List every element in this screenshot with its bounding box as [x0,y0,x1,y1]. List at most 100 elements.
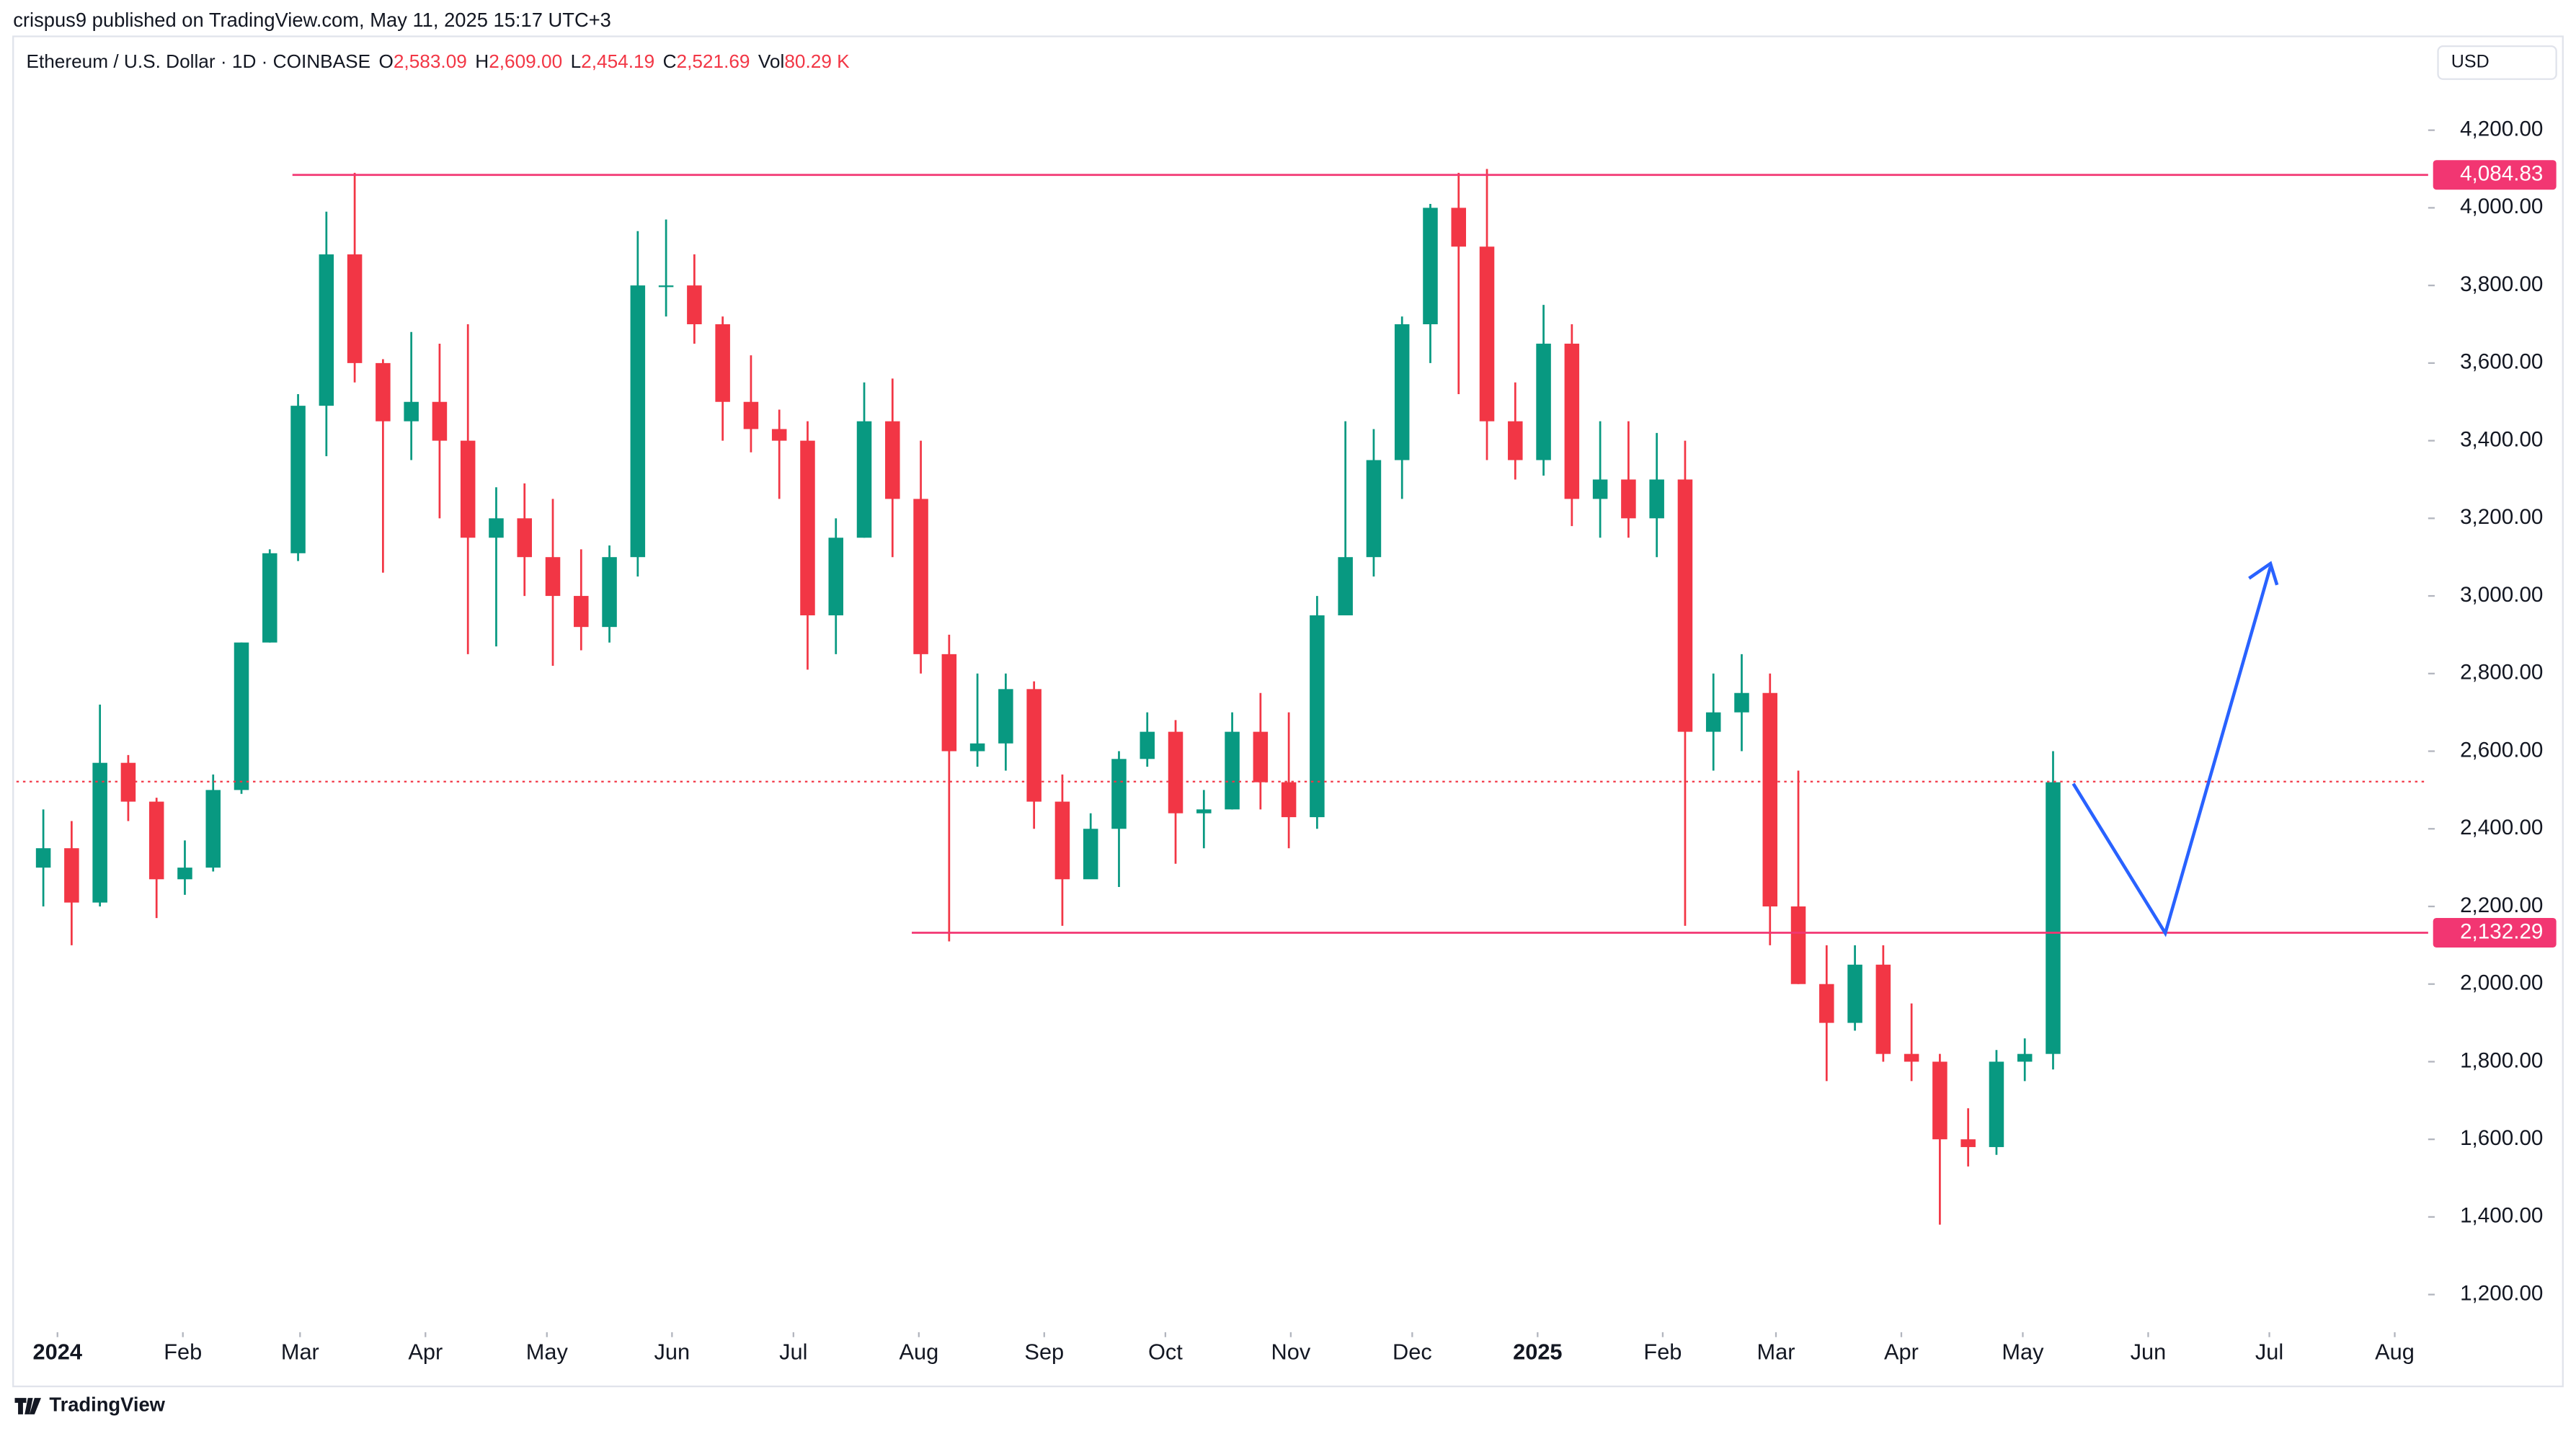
x-tick-label: Nov [1271,1339,1311,1365]
currency[interactable]: USD [2451,52,2490,72]
x-tick-label: Apr [408,1339,443,1365]
candle-body [432,401,448,441]
candle-body [800,440,815,615]
legend-value: 2,521.69 [677,50,750,72]
x-tick-label: Apr [1884,1339,1919,1365]
candle-body [1564,343,1580,499]
candle-body [1366,460,1382,558]
candle-body [1479,246,1495,422]
y-tick-label: 4,200.00 [2460,117,2543,141]
candle-body [1310,615,1325,818]
y-tick-label: 2,000.00 [2460,971,2543,995]
y-tick-label: 1,400.00 [2460,1204,2543,1228]
candle-body [602,557,617,628]
candle-body [2017,1053,2033,1062]
y-tick-label: 3,200.00 [2460,505,2543,529]
candle-body [205,790,221,868]
candle-body [347,254,363,363]
candle-body [177,868,192,880]
candle-body [1932,1061,1947,1140]
candle-body [1592,479,1608,499]
candle-body [1875,964,1891,1054]
legend-key: Vol [758,50,784,72]
x-tick-label: Jun [2131,1339,2167,1365]
brand-logo [14,1398,41,1414]
candle-body [743,401,759,429]
candle-body [1451,208,1467,247]
y-tick-label: 3,800.00 [2460,272,2543,296]
y-tick-label: 1,200.00 [2460,1281,2543,1305]
x-tick-label: 2025 [1513,1339,1562,1365]
candle-body [856,421,872,538]
candle-body [1083,829,1098,880]
candle-body [1168,731,1183,813]
x-tick-label: Feb [1643,1339,1682,1365]
candle-body [1536,343,1551,460]
candle-body [913,499,928,654]
candle-body [234,642,249,790]
legend-value: 2,609.00 [489,50,562,72]
brand: TradingView [14,1394,166,1416]
candle-body [1508,421,1523,460]
candle-body [319,254,334,406]
candle-body [64,848,79,903]
y-tick-label: 3,600.00 [2460,350,2543,374]
x-tick-label: May [526,1339,569,1365]
y-tick-label: 3,400.00 [2460,427,2543,451]
candle-body [715,324,730,402]
x-tick-label: Oct [1148,1339,1183,1365]
candle-body [262,553,277,643]
x-tick-label: Jun [654,1339,690,1365]
candle-body [148,801,164,880]
candle-body [998,689,1013,744]
candle-body [1734,692,1749,713]
candle-body [1705,712,1721,732]
candle-body [1847,964,1862,1023]
x-tick-label: 2024 [33,1339,82,1365]
candle-body [35,848,51,868]
candle-body [1819,984,1834,1023]
candle-body [1649,479,1664,519]
y-tick-label: 2,800.00 [2460,661,2543,685]
y-tick-label: 2,400.00 [2460,816,2543,839]
y-tick-label: 2,200.00 [2460,893,2543,917]
candle-body [517,518,533,558]
legend-key: L [571,50,582,72]
candle-body [1196,809,1212,813]
candle-body [92,762,107,903]
candle-body [1394,324,1410,460]
candle-body [489,518,504,538]
candle-body [404,401,419,422]
candle-body [1904,1053,1919,1062]
y-tick-label: 1,600.00 [2460,1126,2543,1150]
legend-value: 2,454.19 [581,50,654,72]
x-tick-label: Aug [899,1339,938,1365]
candle-body [1253,731,1269,783]
legend-key: O [378,50,393,72]
x-tick-label: Sep [1024,1339,1064,1365]
candle-body [969,743,985,752]
candle-body [1621,479,1636,519]
candle-body [1960,1139,1976,1147]
legend-key: C [663,50,677,72]
legend-value: 2,583.09 [394,50,467,72]
level-label: 2,132.29 [2460,919,2543,943]
candle-body [658,285,674,287]
candle-body [574,596,589,628]
x-tick-label: Dec [1393,1339,1432,1365]
y-tick-label: 2,600.00 [2460,738,2543,762]
currency-box[interactable] [2437,45,2557,80]
candle-body [1281,782,1297,818]
legend-value: 80.29 K [784,50,850,72]
level-tag [2433,160,2557,190]
symbol-legend: Ethereum / U.S. Dollar · 1D · COINBASE O2… [26,50,850,72]
symbol: Ethereum / U.S. Dollar · 1D · COINBASE [26,50,370,72]
arrow-head [2248,561,2279,586]
candle-body [460,440,476,538]
x-tick-label: Jul [2255,1339,2283,1365]
candle-body [1140,731,1155,759]
candle-body [1111,759,1127,829]
level-label: 4,084.83 [2460,162,2543,186]
x-tick-label: Mar [1757,1339,1795,1365]
